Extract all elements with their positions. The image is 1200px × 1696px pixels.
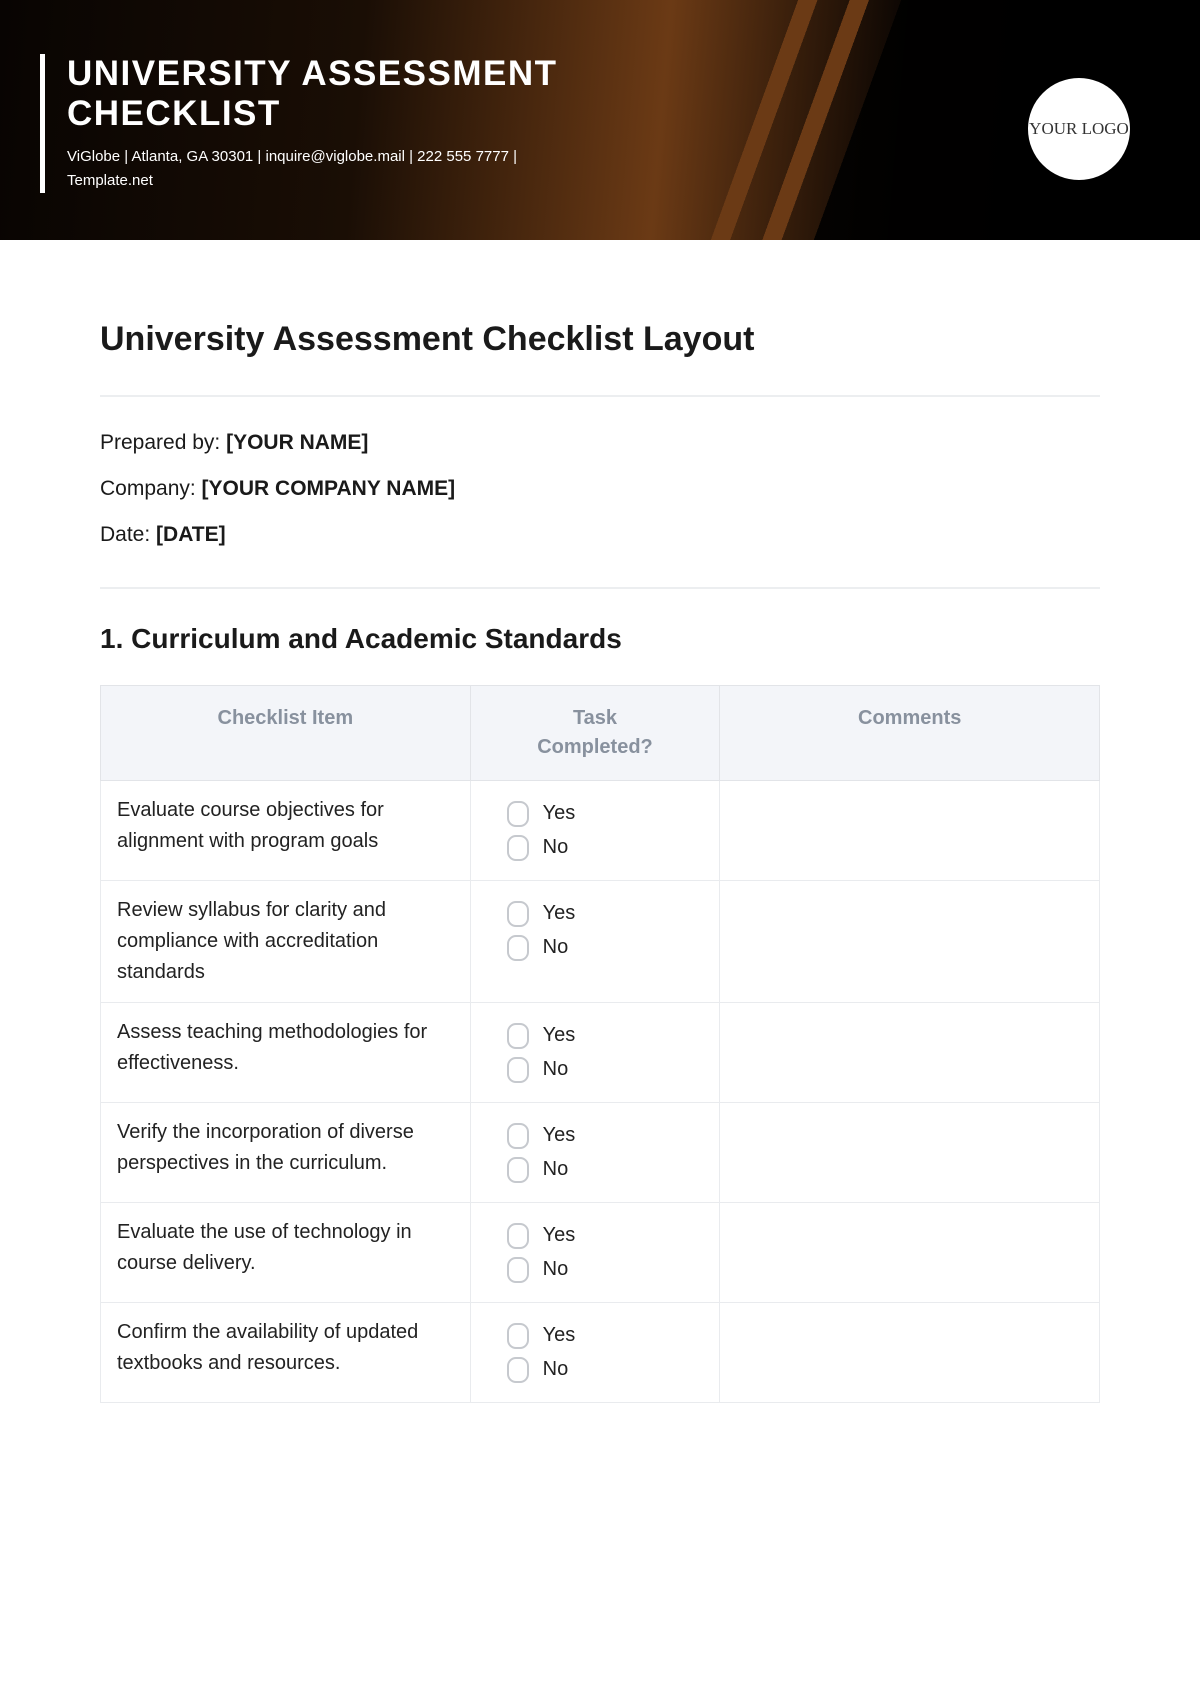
page-body: University Assessment Checklist Layout P… — [0, 240, 1200, 1443]
banner: UNIVERSITY ASSESSMENT CHECKLIST ViGlobe … — [0, 0, 1200, 240]
section-heading: 1. Curriculum and Academic Standards — [100, 623, 1100, 655]
comments-cell[interactable] — [720, 1103, 1100, 1203]
option-no[interactable]: No — [487, 1254, 704, 1285]
divider — [100, 587, 1100, 589]
banner-content: UNIVERSITY ASSESSMENT CHECKLIST ViGlobe … — [0, 0, 1200, 193]
logo-text: YOUR LOGO — [1029, 119, 1129, 139]
checkbox-icon[interactable] — [507, 935, 529, 961]
col-header-comments: Comments — [720, 686, 1100, 781]
option-yes[interactable]: Yes — [487, 798, 704, 829]
divider — [100, 395, 1100, 397]
comments-cell[interactable] — [720, 1303, 1100, 1403]
banner-subtitle: ViGlobe | Atlanta, GA 30301 | inquire@vi… — [67, 145, 587, 193]
meta-value: [YOUR COMPANY NAME] — [202, 477, 456, 500]
option-yes[interactable]: Yes — [487, 1120, 704, 1151]
option-yes-label: Yes — [543, 798, 576, 829]
checkbox-icon[interactable] — [507, 1357, 529, 1383]
banner-title-line1: UNIVERSITY ASSESSMENT — [67, 54, 557, 93]
table-row: Evaluate the use of technology in course… — [101, 1203, 1100, 1303]
checkbox-icon[interactable] — [507, 835, 529, 861]
checkbox-icon[interactable] — [507, 1023, 529, 1049]
table-row: Confirm the availability of updated text… — [101, 1303, 1100, 1403]
checklist-item-cell: Assess teaching methodologies for effect… — [101, 1003, 471, 1103]
comments-cell[interactable] — [720, 1003, 1100, 1103]
meta-value: [YOUR NAME] — [226, 431, 368, 454]
banner-title: UNIVERSITY ASSESSMENT CHECKLIST — [67, 54, 1160, 135]
task-completed-cell: YesNo — [470, 1103, 720, 1203]
meta-label: Prepared by: — [100, 431, 226, 454]
meta-label: Company: — [100, 477, 202, 500]
table-row: Assess teaching methodologies for effect… — [101, 1003, 1100, 1103]
option-no[interactable]: No — [487, 932, 704, 963]
checklist-item-cell: Review syllabus for clarity and complian… — [101, 881, 471, 1003]
option-yes-label: Yes — [543, 1120, 576, 1151]
table-row: Evaluate course objectives for alignment… — [101, 781, 1100, 881]
checklist-table: Checklist Item Task Completed? Comments … — [100, 685, 1100, 1403]
option-yes[interactable]: Yes — [487, 1020, 704, 1051]
checkbox-icon[interactable] — [507, 901, 529, 927]
option-no[interactable]: No — [487, 1054, 704, 1085]
checklist-item-cell: Confirm the availability of updated text… — [101, 1303, 471, 1403]
comments-cell[interactable] — [720, 781, 1100, 881]
checkbox-icon[interactable] — [507, 1057, 529, 1083]
comments-cell[interactable] — [720, 881, 1100, 1003]
col-header-task: Task Completed? — [470, 686, 720, 781]
meta-prepared-by: Prepared by: [YOUR NAME] — [100, 431, 1100, 455]
meta-value: [DATE] — [156, 523, 226, 546]
task-completed-cell: YesNo — [470, 1203, 720, 1303]
logo-placeholder: YOUR LOGO — [1028, 78, 1130, 180]
title-bar: UNIVERSITY ASSESSMENT CHECKLIST ViGlobe … — [40, 54, 1160, 193]
col-header-task-line1: Task — [573, 707, 617, 729]
col-header-item: Checklist Item — [101, 686, 471, 781]
checkbox-icon[interactable] — [507, 801, 529, 827]
option-no-label: No — [543, 932, 569, 963]
option-yes-label: Yes — [543, 1020, 576, 1051]
meta-label: Date: — [100, 523, 156, 546]
option-no[interactable]: No — [487, 1154, 704, 1185]
option-yes-label: Yes — [543, 898, 576, 929]
document-title: University Assessment Checklist Layout — [100, 320, 1100, 359]
task-completed-cell: YesNo — [470, 881, 720, 1003]
task-completed-cell: YesNo — [470, 781, 720, 881]
option-no-label: No — [543, 1254, 569, 1285]
table-row: Review syllabus for clarity and complian… — [101, 881, 1100, 1003]
checklist-item-cell: Verify the incorporation of diverse pers… — [101, 1103, 471, 1203]
task-completed-cell: YesNo — [470, 1003, 720, 1103]
option-yes[interactable]: Yes — [487, 1320, 704, 1351]
checkbox-icon[interactable] — [507, 1123, 529, 1149]
option-yes[interactable]: Yes — [487, 898, 704, 929]
option-no-label: No — [543, 1054, 569, 1085]
option-no-label: No — [543, 1354, 569, 1385]
option-no[interactable]: No — [487, 832, 704, 863]
checkbox-icon[interactable] — [507, 1157, 529, 1183]
option-no-label: No — [543, 832, 569, 863]
checklist-item-cell: Evaluate the use of technology in course… — [101, 1203, 471, 1303]
checkbox-icon[interactable] — [507, 1223, 529, 1249]
checkbox-icon[interactable] — [507, 1323, 529, 1349]
task-completed-cell: YesNo — [470, 1303, 720, 1403]
comments-cell[interactable] — [720, 1203, 1100, 1303]
checkbox-icon[interactable] — [507, 1257, 529, 1283]
option-no-label: No — [543, 1154, 569, 1185]
option-yes-label: Yes — [543, 1320, 576, 1351]
meta-company: Company: [YOUR COMPANY NAME] — [100, 477, 1100, 501]
col-header-task-line2: Completed? — [537, 736, 653, 758]
option-yes[interactable]: Yes — [487, 1220, 704, 1251]
checklist-item-cell: Evaluate course objectives for alignment… — [101, 781, 471, 881]
table-header-row: Checklist Item Task Completed? Comments — [101, 686, 1100, 781]
option-yes-label: Yes — [543, 1220, 576, 1251]
option-no[interactable]: No — [487, 1354, 704, 1385]
table-row: Verify the incorporation of diverse pers… — [101, 1103, 1100, 1203]
meta-date: Date: [DATE] — [100, 523, 1100, 547]
banner-title-line2: CHECKLIST — [67, 94, 281, 133]
